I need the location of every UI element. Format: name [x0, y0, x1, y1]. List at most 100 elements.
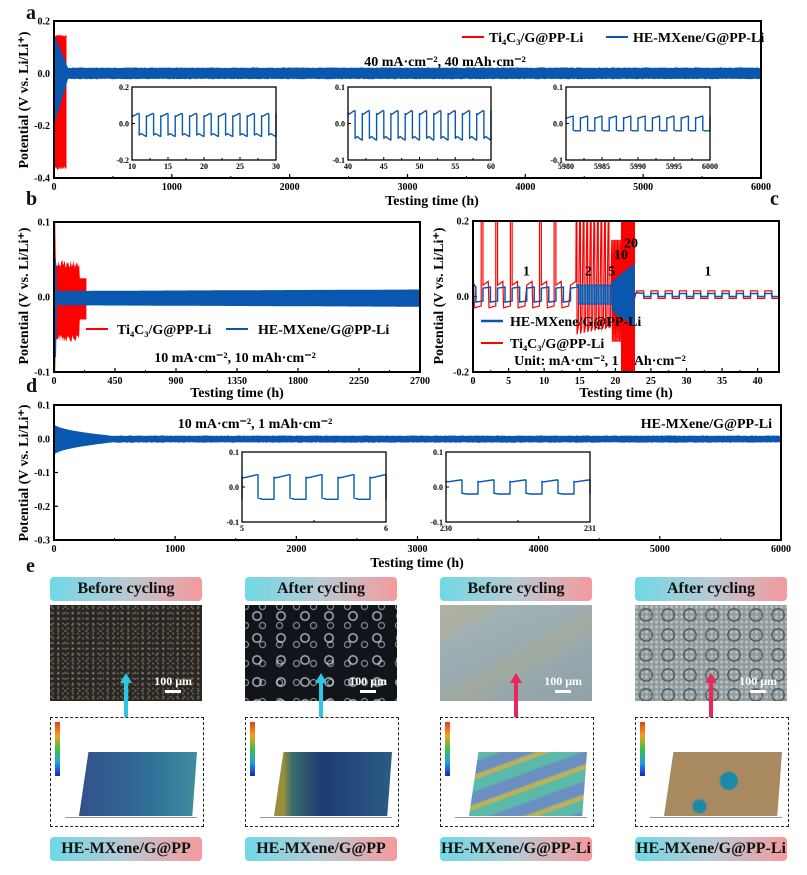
y-tick-label: -0.4 [34, 174, 50, 185]
panel-b-chart: Potential (V vs. Li/Li⁺) 10 mA·cm⁻², 10 … [17, 218, 430, 402]
legend-label-ti4c3: Ti₄C₃/G@PP-Li [489, 31, 583, 46]
header-label: After cycling [245, 577, 397, 601]
inset-x-tick-label: 20 [200, 162, 208, 171]
inset-x-tick-label: 6000 [702, 162, 718, 171]
arrow-head-up-icon [315, 673, 327, 683]
inset-x-tick-label: 5990 [630, 162, 646, 171]
inset-y-tick-label: 0.0 [119, 120, 129, 129]
inset-x-tick-label: 230 [440, 524, 452, 533]
rate-label: 2 [585, 265, 592, 280]
panel-d-legend-label: HE-MXene/G@PP-Li [641, 417, 772, 432]
surface-3d-plot [274, 752, 392, 816]
x-tick-label: 1000 [162, 182, 182, 193]
inset-frame [565, 86, 711, 161]
inset-x-tick-label: 45 [380, 162, 388, 171]
topography-map [245, 717, 399, 827]
series-ti4c3-line [473, 221, 779, 342]
panel-c-series [473, 221, 779, 372]
panel-d-chart: Potential (V vs. Li/Li⁺) 10 mA·cm⁻², 1 m… [17, 401, 791, 572]
y-tick-label: 0.2 [457, 217, 470, 228]
x-tick-label: 4000 [529, 544, 549, 555]
inset-y-tick-label: 0.0 [335, 120, 345, 129]
x-tick-label: 2700 [410, 376, 430, 387]
x-tick-label: 3000 [408, 544, 428, 555]
series-hemxene-highrate-band [611, 263, 635, 327]
panel-a-ylabel: Potential (V vs. Li/Li⁺) [17, 31, 32, 168]
topography-map [440, 717, 594, 827]
inset-x-tick-label: 25 [236, 162, 244, 171]
rate-label: 1 [523, 265, 530, 280]
sample-label: HE-MXene/G@PP [245, 837, 397, 861]
legend-label-hemxene: HE-MXene/G@PP-Li [633, 31, 764, 46]
rate-label: 20 [624, 236, 638, 251]
x-tick-label: 2250 [349, 376, 369, 387]
inset-plot: 230 231 -0.1 0.0 0.1 [430, 448, 596, 533]
panel-d-xlabel: Testing time (h) [370, 556, 464, 571]
inset-frame [241, 451, 387, 523]
header-label: After cycling [635, 577, 787, 601]
scale-bar-line [360, 690, 377, 693]
plot-frame [53, 20, 762, 179]
inset-x-tick-label: 5980 [558, 162, 574, 171]
scale-bar-line [165, 690, 182, 693]
inset-y-tick-label: 0.1 [553, 83, 563, 92]
x-tick-label: 5000 [633, 182, 653, 193]
inset-plot: 10 15 20 25 30 -0.2 0.0 0.2 [116, 83, 280, 171]
inset-x-tick-label: 5995 [666, 162, 682, 171]
arrow-connector [124, 683, 128, 733]
inset-frame [445, 451, 591, 523]
panel-a-xlabel: Testing time (h) [385, 194, 479, 209]
scale-bar-label: 100 μm [349, 674, 387, 688]
y-tick-label: -0.2 [453, 368, 469, 379]
topography-map [50, 717, 204, 827]
y-tick-label: 0.1 [38, 218, 51, 229]
inset-frame [131, 86, 277, 161]
scale-bar-label: 100 μm [739, 674, 777, 688]
inset-y-tick-label: 0.1 [229, 448, 239, 457]
rate-label: 5 [608, 265, 615, 280]
x-tick-label: 20 [610, 376, 620, 387]
scale-bar-line [555, 690, 572, 693]
inset-series-line [565, 115, 711, 132]
panel-letter-a: a [26, 2, 36, 24]
rate-label: 10 [614, 248, 628, 263]
inset-series-line [445, 479, 591, 495]
y-tick-label: -0.1 [34, 368, 50, 379]
inset-y-tick-label: -0.1 [550, 156, 563, 165]
panel-letter-d: d [26, 375, 38, 397]
x-tick-label: 35 [717, 376, 727, 387]
surface-axis-line [65, 817, 197, 818]
colorbar-legend [55, 722, 60, 776]
inset-y-tick-label: -0.1 [430, 518, 443, 527]
panel-letter-e: e [26, 555, 35, 577]
x-tick-label: 5000 [650, 544, 670, 555]
y-tick-label: 0.0 [38, 69, 51, 80]
rate-label: 1 [704, 265, 711, 280]
panel-letter-c: c [770, 188, 779, 210]
x-tick-label: 2000 [286, 544, 306, 555]
y-tick-label: -0.2 [34, 121, 50, 132]
panel-c-xlabel: Testing time (h) [579, 386, 673, 401]
plot-frame [53, 404, 782, 541]
inset-frame [347, 86, 492, 161]
colorbar-legend [250, 722, 255, 776]
scale-bar: 100 μm [349, 674, 387, 693]
inset-y-tick-label: -0.1 [226, 518, 239, 527]
inset-plot: 5980 5985 5990 5995 6000 -0.1 0.0 0.1 [550, 83, 718, 171]
topography-map [635, 717, 789, 827]
surface-3d-plot [79, 752, 197, 816]
inset-y-tick-label: 0.0 [229, 483, 239, 492]
plot-frame [472, 220, 780, 373]
x-tick-label: 2000 [280, 182, 300, 193]
surface-3d-plot [664, 752, 782, 816]
x-tick-label: 1350 [227, 376, 247, 387]
x-tick-label: 30 [681, 376, 691, 387]
panel-c-annotation: Unit: mA·cm⁻², 1 mAh·cm⁻² [514, 354, 686, 369]
colorbar-legend [445, 722, 450, 776]
series-hemxene-band [54, 423, 781, 456]
x-tick-label: 1800 [288, 376, 308, 387]
inset-x-tick-label: 30 [272, 162, 280, 171]
arrow-head-up-icon [120, 673, 132, 683]
panel-letter-b: b [26, 188, 38, 210]
inset-y-tick-label: 0.1 [433, 448, 443, 457]
